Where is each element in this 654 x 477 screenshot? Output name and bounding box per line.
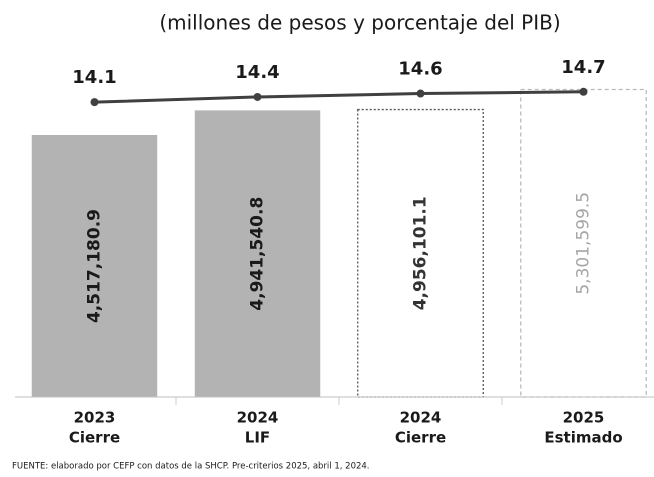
line-marker (253, 92, 262, 101)
line-value-label: 14.1 (72, 67, 116, 88)
bar (31, 135, 158, 397)
chart-subtitle: (millones de pesos y porcentaje del PIB) (159, 11, 560, 35)
bar (520, 88, 647, 398)
line-value-label: 14.7 (561, 57, 605, 78)
x-tick-label: Estimado (544, 429, 622, 447)
source-note: FUENTE: elaborado por CEFP con datos de … (12, 462, 370, 472)
x-tick-label: LIF (245, 429, 270, 447)
x-tick-label: 2025 (563, 409, 605, 427)
x-tick-label: 2023 (74, 409, 116, 427)
line-marker (90, 98, 99, 107)
x-tick-label: 2024 (400, 409, 442, 427)
bar-value-label: 4,956,101.1 (411, 196, 431, 310)
bar-value-label: 4,941,540.8 (248, 197, 268, 311)
x-tick-label: Cierre (69, 429, 120, 447)
x-tick-label: Cierre (395, 429, 446, 447)
x-tick-label: 2024 (237, 409, 279, 427)
bar (357, 108, 484, 398)
line-value-label: 14.6 (398, 59, 442, 80)
bar-value-label: 4,517,180.9 (85, 209, 105, 323)
line (94, 90, 584, 104)
line-marker (416, 89, 425, 98)
bar (194, 110, 321, 398)
line-value-label: 14.4 (235, 62, 279, 83)
bar-value-label: 5,301,599.5 (574, 192, 594, 295)
line-marker (579, 87, 588, 96)
